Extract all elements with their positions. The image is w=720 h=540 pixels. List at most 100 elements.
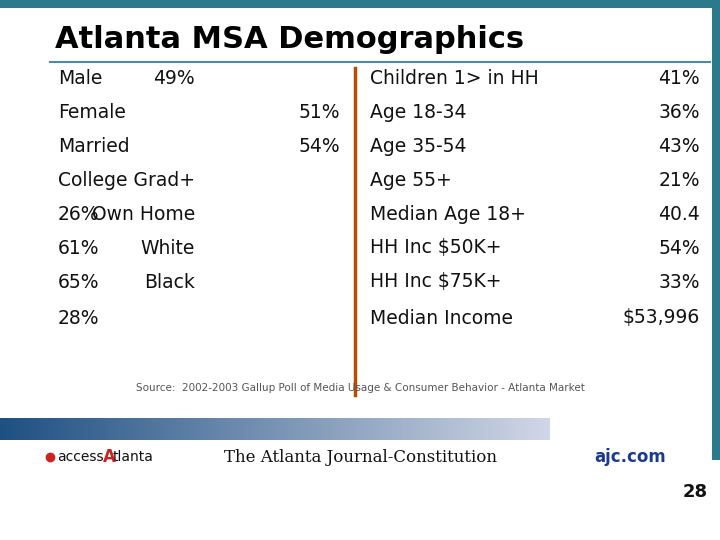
Bar bbox=[539, 418, 541, 440]
Bar bbox=[330, 418, 333, 440]
Bar bbox=[462, 418, 464, 440]
Bar bbox=[396, 418, 398, 440]
Bar bbox=[235, 418, 237, 440]
Bar bbox=[229, 418, 232, 440]
Bar bbox=[420, 418, 422, 440]
Bar bbox=[394, 418, 397, 440]
Bar bbox=[147, 418, 149, 440]
Bar bbox=[264, 418, 266, 440]
Bar bbox=[531, 418, 534, 440]
Bar bbox=[184, 418, 186, 440]
Bar bbox=[390, 418, 393, 440]
Text: 41%: 41% bbox=[658, 69, 700, 87]
Bar bbox=[174, 418, 176, 440]
Bar bbox=[442, 418, 444, 440]
Text: 61%: 61% bbox=[58, 239, 99, 258]
Bar bbox=[521, 418, 523, 440]
Bar bbox=[75, 418, 78, 440]
Bar bbox=[541, 418, 543, 440]
Bar bbox=[269, 418, 272, 440]
Bar bbox=[121, 418, 123, 440]
Bar bbox=[172, 418, 175, 440]
Bar bbox=[318, 418, 320, 440]
Bar bbox=[30, 418, 32, 440]
Bar bbox=[71, 418, 74, 440]
Bar bbox=[370, 418, 373, 440]
Bar bbox=[26, 418, 28, 440]
Bar bbox=[436, 418, 438, 440]
Bar bbox=[31, 418, 34, 440]
Bar bbox=[466, 418, 468, 440]
Bar bbox=[58, 418, 61, 440]
Text: 28%: 28% bbox=[58, 308, 99, 327]
Bar bbox=[500, 418, 503, 440]
Bar bbox=[37, 418, 39, 440]
Bar bbox=[154, 418, 156, 440]
Bar bbox=[9, 418, 12, 440]
Bar bbox=[163, 418, 166, 440]
Bar bbox=[453, 418, 455, 440]
Bar bbox=[161, 418, 163, 440]
Bar bbox=[255, 418, 257, 440]
Text: Median Income: Median Income bbox=[370, 308, 513, 327]
Bar bbox=[326, 418, 328, 440]
Bar bbox=[392, 418, 395, 440]
Bar bbox=[447, 418, 450, 440]
Bar bbox=[150, 418, 153, 440]
Text: 54%: 54% bbox=[658, 239, 700, 258]
Bar bbox=[202, 418, 204, 440]
Bar bbox=[429, 418, 431, 440]
Bar bbox=[86, 418, 89, 440]
Bar bbox=[114, 418, 116, 440]
Bar bbox=[64, 418, 66, 440]
Bar bbox=[22, 418, 24, 440]
Bar bbox=[519, 418, 521, 440]
Bar bbox=[70, 418, 72, 440]
Bar bbox=[167, 418, 169, 440]
Bar bbox=[156, 418, 158, 440]
Bar bbox=[282, 418, 284, 440]
Bar bbox=[130, 418, 132, 440]
Bar bbox=[504, 418, 506, 440]
Bar bbox=[416, 418, 418, 440]
Bar bbox=[383, 418, 385, 440]
Text: 49%: 49% bbox=[153, 69, 195, 87]
Bar bbox=[4, 418, 6, 440]
Bar bbox=[433, 418, 435, 440]
Bar bbox=[0, 0, 720, 8]
Bar bbox=[132, 418, 135, 440]
Bar bbox=[90, 418, 92, 440]
Bar bbox=[268, 418, 270, 440]
Bar bbox=[306, 418, 308, 440]
Bar bbox=[332, 418, 334, 440]
Bar bbox=[536, 418, 538, 440]
Text: 51%: 51% bbox=[299, 103, 340, 122]
Bar bbox=[471, 418, 474, 440]
Bar bbox=[140, 418, 142, 440]
Bar bbox=[530, 418, 532, 440]
Bar bbox=[325, 418, 327, 440]
Bar bbox=[293, 418, 296, 440]
Bar bbox=[185, 418, 187, 440]
Bar bbox=[11, 418, 14, 440]
Bar bbox=[378, 418, 380, 440]
Bar bbox=[426, 418, 428, 440]
Bar bbox=[460, 418, 462, 440]
Bar bbox=[233, 418, 235, 440]
Bar bbox=[493, 418, 495, 440]
Bar bbox=[350, 418, 353, 440]
Bar bbox=[482, 418, 485, 440]
Bar bbox=[464, 418, 466, 440]
Bar bbox=[48, 418, 50, 440]
Text: Married: Married bbox=[58, 137, 130, 156]
Bar bbox=[218, 418, 220, 440]
Bar bbox=[446, 418, 448, 440]
Bar bbox=[20, 418, 22, 440]
Bar bbox=[323, 418, 325, 440]
Bar bbox=[543, 418, 545, 440]
Bar bbox=[97, 418, 99, 440]
Bar bbox=[212, 418, 215, 440]
Bar bbox=[366, 418, 369, 440]
Bar bbox=[33, 418, 35, 440]
Bar bbox=[487, 418, 490, 440]
